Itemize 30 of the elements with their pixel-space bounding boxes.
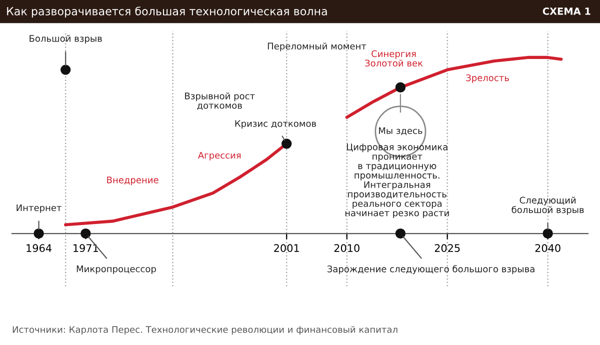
x-tick-label: 2010 xyxy=(334,244,360,252)
annotation: Цифровая экономика проникает в традиционную промышленность. Интегральная производительность реального сектора начинает резко расти xyxy=(345,144,449,218)
annotation: Следующий большой взрыв xyxy=(512,196,584,215)
point xyxy=(395,228,406,239)
annotation: Микропроцессор xyxy=(76,266,156,274)
x-tick-label: 1964 xyxy=(26,244,52,252)
annotation: Зарождение следующего большого взрыва xyxy=(327,265,534,274)
annotation: Интернет xyxy=(16,204,62,213)
text: Переломный момент xyxy=(268,42,366,52)
annotation: Зрелость xyxy=(466,74,509,83)
annotation: Кризис доткомов xyxy=(235,120,316,129)
x-tick-label: 2025 xyxy=(434,244,460,252)
text: СХЕМА 1 xyxy=(542,8,590,15)
annotation: Большой взрыв xyxy=(30,34,102,44)
annotation: Синергия Золотой век xyxy=(365,50,423,67)
annotation: Внедрение xyxy=(107,176,158,186)
point xyxy=(80,228,91,239)
x-tick-label: 1971 xyxy=(74,244,98,252)
point xyxy=(395,82,406,92)
chart-title: Как разворачивается большая технологическая волна xyxy=(7,6,327,18)
annotation: Взрывной рост доткомов xyxy=(185,92,255,110)
x-tick-label: 2001 xyxy=(274,244,299,252)
annotation: Агрессия xyxy=(198,152,241,160)
point xyxy=(34,228,44,239)
x-tick-label: 2040 xyxy=(535,244,560,252)
annotation: Мы здесь xyxy=(379,127,422,136)
point xyxy=(60,64,71,75)
text: Источники: Карлота Перес. Технологические революции и финансовый капитал xyxy=(12,326,398,335)
point xyxy=(282,138,292,149)
point xyxy=(542,228,553,239)
